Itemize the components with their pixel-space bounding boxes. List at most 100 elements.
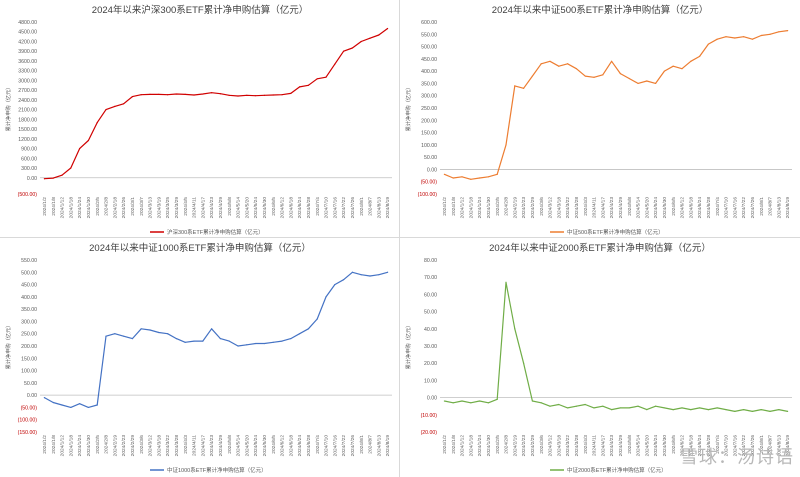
legend-label: 中证1000系ETF累计净申购估算（亿元） [167, 466, 267, 474]
data-point [575, 68, 577, 70]
data-point [690, 409, 692, 411]
x-tick-label: 2024/1/18 [68, 435, 74, 457]
x-tick-label: 2024/7/26 [350, 435, 356, 457]
x-tick-label: 2024/4/29 [618, 197, 624, 219]
chart-hs300: 2024年以来沪深300系ETF累计净申购估算（亿元） (500.00) 0.00 3… [4, 4, 392, 236]
x-tick-label: 2024/3/12 [148, 435, 154, 457]
x-tick-label: 2024/8/19 [385, 197, 391, 219]
x-tick-label: 2024/8/7 [368, 197, 374, 216]
data-point [778, 409, 780, 411]
chart-title: 2024年以来沪深300系ETF累计净申购估算（亿元） [92, 4, 308, 16]
data-point [193, 94, 195, 96]
data-point [681, 68, 683, 70]
x-tick-label: 2024/3/19 [156, 197, 162, 219]
data-point [387, 271, 389, 273]
data-point [443, 173, 445, 175]
x-tick-label: 2024/1/24 [477, 197, 483, 219]
legend: 中证500系ETF累计净申购估算（亿元） [550, 228, 664, 236]
x-tick-label: 2024/3/7 [139, 197, 145, 216]
y-tick-label: (10.00) [421, 413, 438, 419]
x-tick-label: 2024/2/8 [104, 197, 110, 216]
y-axis-title: 累计净申购（亿元） [404, 323, 412, 370]
y-tick-label: 1200.00 [18, 137, 37, 143]
x-tick-label: 2024/8/13 [776, 435, 782, 457]
y-tick-label: 10.00 [424, 378, 437, 384]
data-point [228, 340, 230, 342]
x-tick-label: 2024/8/19 [785, 435, 791, 457]
chart-title: 2024年以来中证500系ETF累计净申购估算（亿元） [492, 4, 708, 16]
x-tick-label: 2024/3/28 [574, 197, 580, 219]
y-axis-title: 累计净申购（亿元） [404, 85, 412, 132]
x-tick-label: 2024/2/23 [521, 435, 527, 457]
y-tick-label: 300.00 [21, 166, 37, 172]
data-point [61, 404, 63, 406]
x-tick-label: 2024/2/19 [112, 435, 118, 457]
x-tick-label: 2024/8/13 [776, 197, 782, 219]
data-point [70, 167, 72, 169]
data-point [628, 77, 630, 80]
data-point [646, 409, 648, 411]
data-point [343, 279, 345, 281]
data-point [149, 93, 151, 95]
x-tick-label: 2024/7/4 [715, 197, 721, 216]
data-point [105, 109, 107, 111]
x-tick-label: 2024/6/12 [680, 197, 686, 219]
data-point [575, 405, 577, 407]
y-tick-label: (100.00) [18, 418, 38, 424]
x-tick-label: 2024/3/13 [148, 197, 154, 219]
x-tick-label: 2024/5/20 [244, 197, 250, 219]
data-point [219, 93, 221, 95]
x-tick-label: 2024/8/19 [785, 197, 791, 219]
y-tick-label: 3000.00 [18, 78, 37, 84]
y-tick-label: (500.00) [18, 192, 38, 198]
y-tick-label: 40.00 [424, 327, 437, 333]
x-tick-label: 2024/7/26 [750, 197, 756, 219]
x-tick-label: 2024/4/3 [583, 197, 589, 216]
data-point [237, 345, 239, 347]
data-point [699, 407, 701, 409]
x-tick-label: 2024/7/22 [341, 197, 347, 219]
y-tick-label: 70.00 [424, 275, 437, 281]
y-tick-label: 0.00 [27, 176, 37, 182]
data-point [114, 105, 116, 107]
x-tick-label: 2024/6/18 [688, 197, 694, 219]
legend-label: 沪深300系ETF累计净申购估算（亿元） [167, 228, 264, 236]
x-tick-label: 2024/5/20 [644, 435, 650, 457]
chart-panel-zz500: 2024年以来中证500系ETF累计净申购估算（亿元） (100.00) (50.0… [400, 0, 800, 238]
data-point [549, 60, 551, 62]
x-tick-label: 2024/4/17 [600, 197, 606, 219]
x-tick-label: 2024/6/18 [288, 435, 294, 457]
x-tick-label: 2024/5/8 [227, 435, 233, 454]
x-tick-label: 2024/2/29 [530, 197, 536, 219]
data-point [655, 405, 657, 407]
x-tick-label: 2024/7/26 [350, 197, 356, 219]
y-tick-label: 200.00 [421, 118, 437, 124]
data-point [743, 409, 745, 411]
x-tick-label: 2024/1/2 [42, 435, 48, 454]
data-point [167, 333, 169, 335]
x-tick-label: 2024/5/24 [653, 435, 659, 457]
chart-title: 2024年以来中证2000系ETF累计净申购估算（亿元） [489, 242, 711, 254]
y-tick-label: 1800.00 [18, 117, 37, 123]
y-tick-label: 150.00 [421, 131, 437, 137]
data-point [540, 63, 542, 65]
legend-label: 中证2000系ETF累计净申购估算（亿元） [567, 466, 667, 474]
x-tick-label: 2024/6/12 [280, 197, 286, 219]
y-tick-label: 3300.00 [18, 69, 37, 75]
x-tick-label: 2024/7/16 [732, 435, 738, 457]
data-point [255, 342, 257, 345]
x-tick-label: 2024/4/23 [209, 435, 215, 457]
data-point [751, 38, 753, 40]
data-point [690, 60, 692, 62]
x-tick-label: 2024/1/30 [486, 197, 492, 219]
data-point [531, 400, 533, 402]
x-tick-label: 2024/1/18 [468, 435, 474, 457]
data-point [725, 36, 727, 38]
y-tick-label: 20.00 [424, 361, 437, 367]
x-tick-label: 2024/5/14 [236, 197, 242, 219]
x-tick-label: 2024/7/10 [724, 197, 730, 219]
y-tick-label: (100.00) [418, 192, 438, 198]
x-tick-label: 2024/4/17 [600, 435, 606, 457]
x-tick-label: 2024/5/14 [236, 435, 242, 457]
data-point [369, 275, 371, 277]
